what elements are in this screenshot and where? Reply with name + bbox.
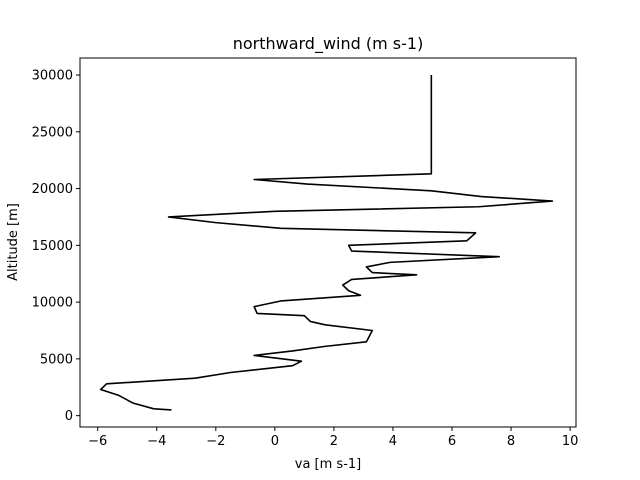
x-tick-label: 0: [271, 434, 279, 449]
x-tick-label: 2: [330, 434, 338, 449]
y-tick-label: 10000: [32, 296, 73, 311]
x-tick-label: 8: [507, 434, 515, 449]
axes-frame: [79, 57, 577, 428]
y-tick-label: 5000: [40, 352, 73, 367]
y-axis: 0 5000 10000 15000 20000 25000 30000: [32, 69, 80, 424]
x-tick-label: 6: [448, 434, 456, 449]
x-axis-label: va [m s-1]: [295, 457, 361, 472]
x-tick-label: 4: [389, 434, 397, 449]
y-tick-label: 0: [65, 409, 73, 424]
x-tick-label: −6: [88, 434, 107, 449]
series-line: [99, 75, 554, 411]
x-tick-label: −2: [206, 434, 225, 449]
y-tick-label: 15000: [32, 239, 73, 254]
y-tick-label: 25000: [32, 125, 73, 140]
x-tick-label: −4: [147, 434, 166, 449]
y-tick-label: 20000: [32, 182, 73, 197]
x-axis: −6 −4 −2 0 2 4 6 8 10: [88, 427, 578, 449]
y-axis-label: Altitude [m]: [6, 203, 21, 281]
plot-area: [99, 75, 554, 411]
x-tick-label: 10: [562, 434, 579, 449]
chart-title: northward_wind (m s-1): [233, 34, 424, 54]
y-tick-label: 30000: [32, 69, 73, 84]
